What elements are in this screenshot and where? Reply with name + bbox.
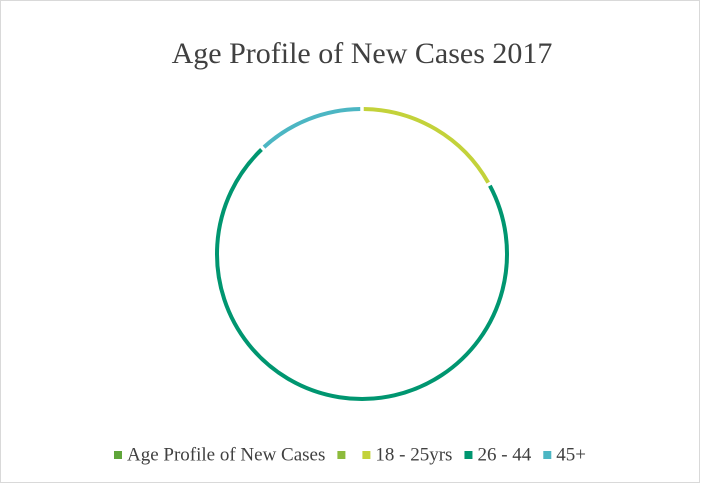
ring-segment (262, 107, 361, 149)
legend-marker (362, 451, 371, 459)
ring-segment (215, 148, 509, 401)
legend-marker (113, 451, 122, 459)
legend: Age Profile of New Cases 18 - 25yrs 26 - 4… (113, 444, 586, 465)
legend-label: Age Profile of New Cases (127, 444, 325, 465)
legend-marker (464, 451, 473, 459)
ring-segment (363, 107, 490, 184)
chart-title: Age Profile of New Cases 2017 (172, 37, 553, 70)
legend-label: 18 - 25yrs (375, 444, 452, 465)
legend-label: 45+ (556, 444, 586, 465)
legend-marker (337, 451, 346, 459)
legend-marker (543, 451, 552, 459)
legend-label: 26 - 44 (477, 444, 531, 465)
